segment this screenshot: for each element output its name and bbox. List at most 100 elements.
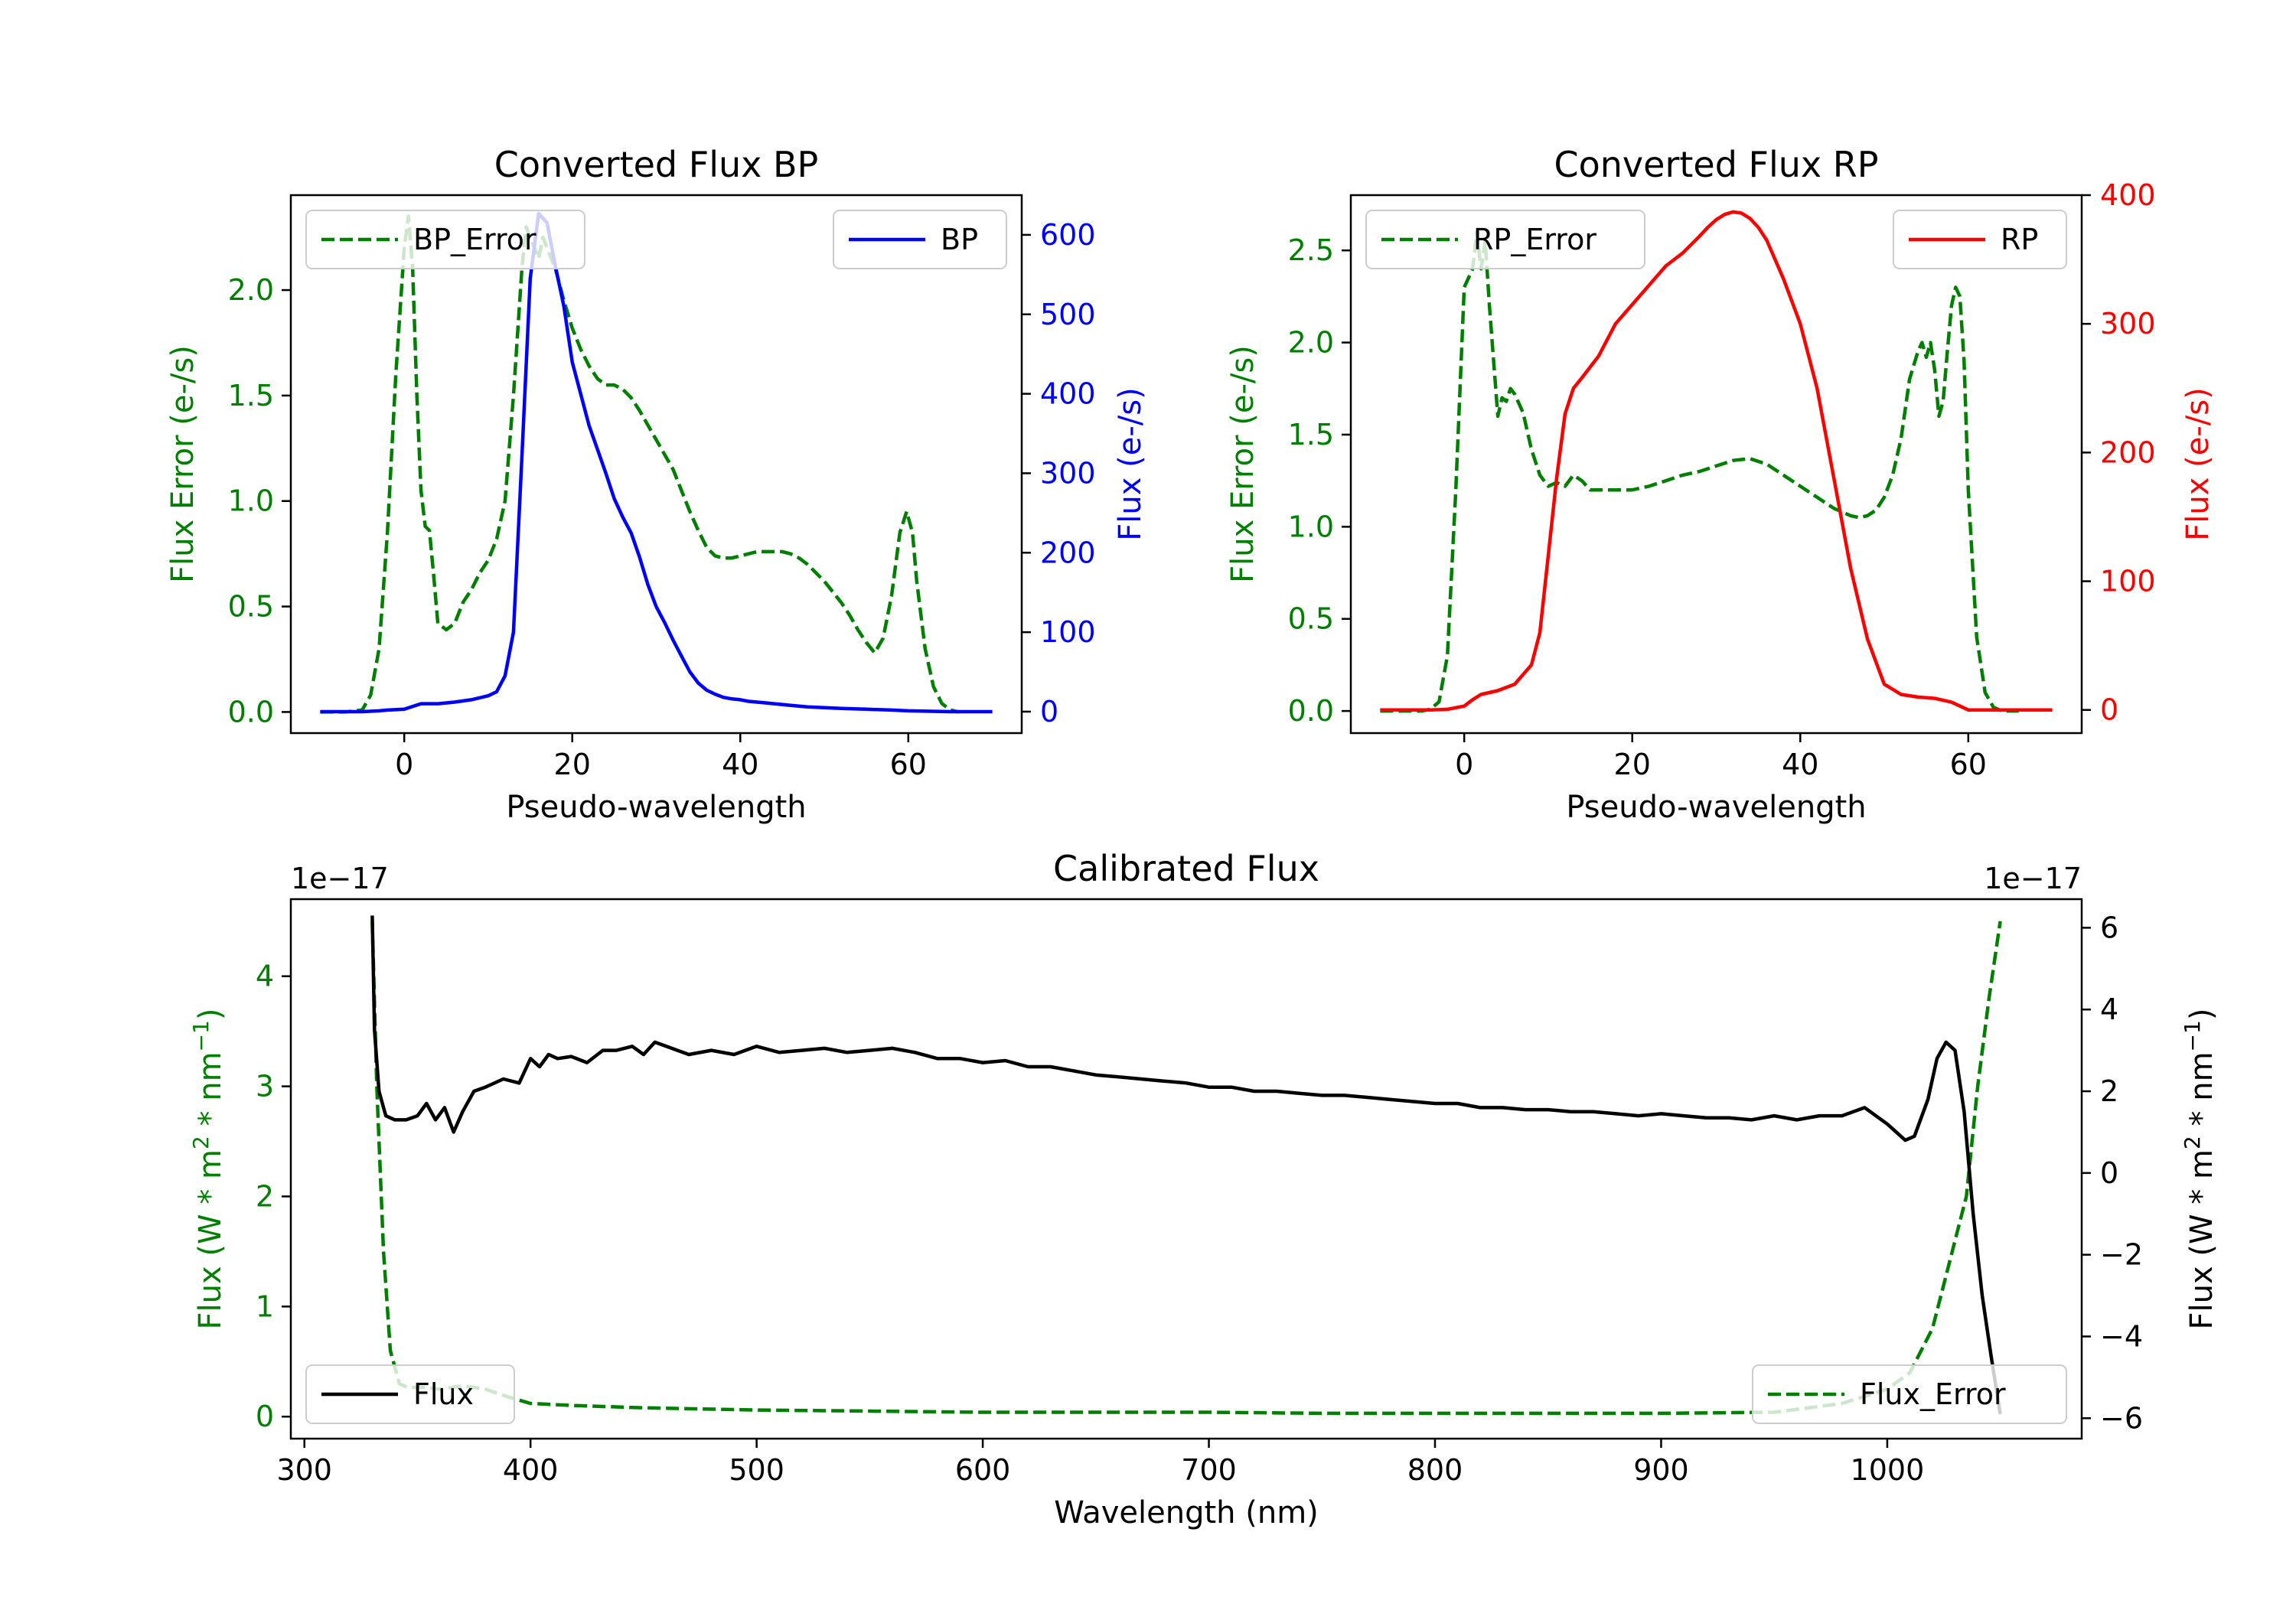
x-tick-label: 1000 xyxy=(1851,1453,1925,1487)
chart-title: Calibrated Flux xyxy=(1053,848,1319,889)
legend-rp: RP xyxy=(1893,210,2067,269)
axis-label-part: * nm xyxy=(2184,1051,2219,1136)
axis-label-part: 2 xyxy=(2180,1136,2205,1149)
x-tick-label: 0 xyxy=(1455,748,1473,781)
legend-bp: BP xyxy=(833,210,1007,269)
plot-frame xyxy=(289,194,1023,735)
y-left-tick-label: 1.5 xyxy=(228,379,274,412)
axis-label-part: Flux (W * m xyxy=(2184,1149,2219,1329)
y-right-axis-label: Flux (e-/s) xyxy=(1113,387,1148,540)
x-axis-label: Pseudo-wavelength xyxy=(1566,790,1866,825)
plot-frame xyxy=(289,898,2083,1440)
axis-label-part: ) xyxy=(2184,1009,2219,1021)
y-right-tick-label: 200 xyxy=(1040,536,1096,569)
legend-flux-error: Flux_Error xyxy=(1752,1364,2067,1424)
legend-label: RP xyxy=(2001,223,2038,256)
plot-lines xyxy=(1380,210,2053,713)
y-right-tick-label: 4 xyxy=(2100,993,2118,1026)
y-right-tick-label: −6 xyxy=(2100,1401,2143,1435)
y-right-axis-label: Flux (W * m2 * nm−1) xyxy=(2180,1009,2220,1330)
y-left-tick-label: 1 xyxy=(256,1289,274,1323)
x-tick-label: 40 xyxy=(1782,748,1818,781)
y-left-tick-label: 1.5 xyxy=(1288,418,1334,451)
y-right-tick-label: 0 xyxy=(1040,695,1058,729)
x-tick-label: 300 xyxy=(276,1453,332,1487)
x-tick-label: 800 xyxy=(1407,1453,1463,1487)
legend-box xyxy=(1752,1364,2067,1424)
y-left-tick-label: 0 xyxy=(256,1400,274,1433)
y-right-tick-label: 400 xyxy=(1040,377,1096,411)
y-right-tick-label: 300 xyxy=(2100,307,2156,341)
axis-label-part: * nm xyxy=(193,1051,228,1136)
bp-chart: Converted Flux BP 0 20 40 60 0.0 0.5 1.0 1.5 2.0 0… xyxy=(165,144,1148,825)
x-tick-label: 400 xyxy=(503,1453,559,1487)
legend-box xyxy=(1365,210,1645,269)
x-tick-label: 20 xyxy=(1614,748,1651,781)
y-right-tick-label: 2 xyxy=(2100,1074,2118,1108)
y-right-tick-label: 400 xyxy=(2100,178,2156,212)
y-right-tick-label: 0 xyxy=(2100,693,2118,727)
y-left-tick-label: 2 xyxy=(256,1179,274,1213)
y-left-tick-label: 0.5 xyxy=(228,590,274,624)
legend-bp-error: BP_Error xyxy=(305,210,585,269)
y-right-tick-label: 100 xyxy=(1040,615,1096,649)
series-line-bp-error xyxy=(320,214,960,714)
x-tick-label: 900 xyxy=(1633,1453,1689,1487)
chart-title: Converted Flux RP xyxy=(1554,144,1879,185)
y-left-tick-label: 1.0 xyxy=(1288,510,1334,543)
y-left-tick-label: 0.0 xyxy=(228,695,274,729)
y-left-tick-label: 4 xyxy=(256,960,274,993)
y-right-tick-label: 500 xyxy=(1040,298,1096,331)
legend-label: BP xyxy=(941,223,978,256)
legend-rp-error: RP_Error xyxy=(1365,210,1645,269)
y-right-axis-label: Flux (e-/s) xyxy=(2180,387,2216,540)
axis-label-part: −1 xyxy=(188,1020,214,1051)
y-left-axis-label: Flux (W * m2 * nm−1) xyxy=(188,1009,229,1330)
x-tick-label: 60 xyxy=(1950,748,1987,781)
x-axis-label: Wavelength (nm) xyxy=(1054,1495,1319,1530)
x-tick-label: 700 xyxy=(1181,1453,1237,1487)
y-right-tick-label: −2 xyxy=(2100,1238,2143,1272)
y-left-tick-label: 0.5 xyxy=(1288,602,1334,636)
y-right-tick-label: 6 xyxy=(2100,911,2118,944)
series-line-bp xyxy=(320,211,993,714)
x-tick-label: 40 xyxy=(722,748,758,781)
legend-label: RP_Error xyxy=(1473,223,1596,256)
y-left-axis-label: Flux Error (e-/s) xyxy=(1225,345,1261,583)
y-left-tick-label: 1.0 xyxy=(228,484,274,518)
series-line-rp-error xyxy=(1380,230,2019,713)
y-left-tick-label: 2.0 xyxy=(228,273,274,307)
y-right-tick-label: 200 xyxy=(2100,435,2156,469)
legend-label: Flux_Error xyxy=(1860,1377,2006,1411)
y-left-tick-label: 0.0 xyxy=(1288,694,1334,728)
y-left-tick-label: 2.0 xyxy=(1288,326,1334,360)
series-line-flux xyxy=(370,915,2002,1415)
chart-title: Converted Flux BP xyxy=(494,144,819,185)
legend-label: BP_Error xyxy=(413,223,536,256)
y-left-tick-label: 2.5 xyxy=(1288,233,1334,267)
x-axis-label: Pseudo-wavelength xyxy=(506,790,806,825)
axis-label-part: Flux (W * m xyxy=(193,1149,228,1329)
axis-label-part: 2 xyxy=(188,1136,214,1149)
calibrated-chart: Calibrated Flux 300 400 500 600 700 800 900 1000… xyxy=(188,848,2220,1530)
y-right-tick-label: 100 xyxy=(2100,565,2156,598)
plot-frame xyxy=(1349,194,2083,735)
legend-flux: Flux xyxy=(305,1364,515,1424)
axis-label-part: ) xyxy=(193,1009,228,1021)
x-tick-label: 20 xyxy=(554,748,591,781)
y-right-tick-label: −4 xyxy=(2100,1319,2143,1353)
legend-label: Flux xyxy=(413,1377,474,1411)
plot-lines xyxy=(320,211,993,714)
y-right-offset-label: 1e−17 xyxy=(1984,862,2082,895)
x-tick-label: 600 xyxy=(955,1453,1011,1487)
legend-box xyxy=(305,1364,515,1424)
y-right-tick-label: 300 xyxy=(1040,456,1096,490)
y-right-tick-label: 600 xyxy=(1040,218,1096,252)
y-left-axis-label: Flux Error (e-/s) xyxy=(165,345,201,583)
x-tick-label: 60 xyxy=(890,748,927,781)
series-line-rp xyxy=(1380,210,2053,712)
y-left-tick-label: 3 xyxy=(256,1070,274,1103)
legend-box xyxy=(305,210,585,269)
x-tick-label: 500 xyxy=(729,1453,784,1487)
